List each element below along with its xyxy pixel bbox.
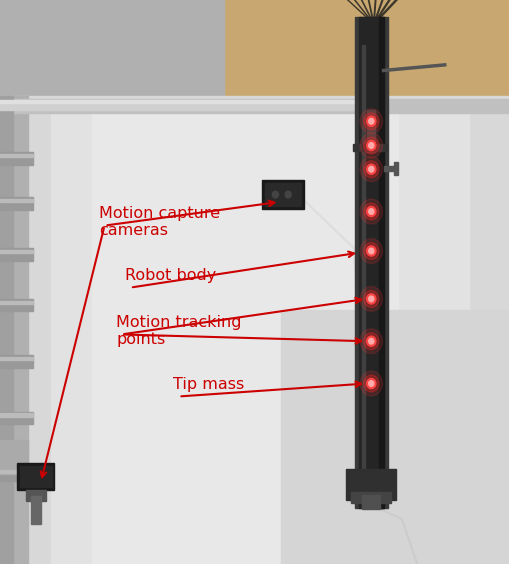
Bar [0, 299, 33, 311]
Bar [393, 162, 397, 175]
Bar [31, 496, 41, 524]
Bar [354, 17, 387, 508]
Bar [0, 103, 382, 110]
Circle shape [359, 133, 382, 158]
Bar [0, 99, 509, 113]
Bar [0, 468, 33, 481]
Bar [264, 183, 301, 206]
Text: Motion tracking
points: Motion tracking points [116, 315, 241, 347]
Bar [0, 96, 509, 564]
Bar [0, 250, 33, 253]
Circle shape [359, 109, 382, 134]
Circle shape [363, 161, 378, 178]
Bar [0, 301, 33, 304]
Circle shape [285, 191, 291, 198]
Circle shape [368, 296, 373, 302]
Text: Tip mass: Tip mass [173, 377, 244, 392]
Bar [0, 100, 382, 103]
Circle shape [359, 329, 382, 354]
Circle shape [366, 294, 375, 304]
Circle shape [368, 166, 373, 172]
Circle shape [359, 239, 382, 263]
Bar [0, 440, 28, 474]
Circle shape [366, 164, 375, 174]
Bar [92, 113, 397, 564]
Bar [0, 152, 33, 165]
Circle shape [366, 206, 375, 217]
Bar [0, 248, 33, 261]
Circle shape [368, 381, 373, 386]
Circle shape [363, 137, 378, 154]
Circle shape [272, 191, 278, 198]
Circle shape [368, 118, 373, 124]
Bar [0, 470, 33, 473]
Bar [0, 413, 33, 417]
Circle shape [359, 199, 382, 224]
Bar [358, 17, 383, 508]
Bar [20, 466, 51, 487]
Bar [0, 197, 33, 210]
Circle shape [366, 116, 375, 126]
Bar [383, 166, 395, 171]
Circle shape [368, 248, 373, 254]
Bar [0, 355, 33, 368]
Bar [224, 0, 509, 110]
Bar [361, 495, 380, 509]
Bar [351, 492, 390, 503]
Bar [379, 17, 383, 508]
Circle shape [363, 203, 378, 220]
Bar [0, 0, 224, 110]
Text: Motion capture
cameras: Motion capture cameras [99, 206, 220, 238]
Bar [0, 154, 33, 157]
Bar [280, 310, 509, 564]
Bar [353, 144, 386, 151]
Circle shape [363, 333, 378, 350]
Circle shape [363, 290, 378, 307]
Bar [361, 45, 364, 491]
Circle shape [366, 336, 375, 346]
Bar [0, 96, 28, 564]
Bar [25, 490, 46, 501]
Text: Robot body: Robot body [125, 268, 216, 283]
Circle shape [368, 209, 373, 214]
Bar [0, 96, 13, 564]
Bar [17, 463, 54, 490]
Bar [346, 469, 395, 500]
Circle shape [366, 378, 375, 389]
Circle shape [368, 338, 373, 344]
Circle shape [363, 113, 378, 130]
Bar [0, 199, 33, 202]
Circle shape [359, 287, 382, 311]
Bar [0, 357, 33, 360]
Circle shape [366, 246, 375, 256]
Circle shape [363, 243, 378, 259]
Circle shape [366, 140, 375, 151]
Circle shape [359, 157, 382, 182]
Bar [51, 102, 468, 564]
Bar [262, 180, 303, 209]
Circle shape [363, 375, 378, 392]
Circle shape [368, 143, 373, 148]
Circle shape [359, 371, 382, 396]
Bar [0, 412, 33, 424]
Bar [366, 110, 375, 152]
